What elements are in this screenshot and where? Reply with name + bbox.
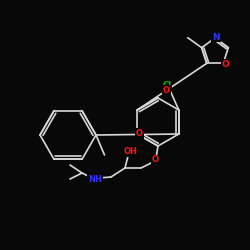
Text: O: O xyxy=(221,60,229,69)
Text: O: O xyxy=(152,156,158,164)
Text: O: O xyxy=(163,86,170,95)
Text: O: O xyxy=(136,129,143,138)
Text: Cl: Cl xyxy=(162,82,171,90)
Text: OH: OH xyxy=(124,148,138,156)
Text: NH: NH xyxy=(88,174,102,184)
Text: N: N xyxy=(212,32,220,42)
